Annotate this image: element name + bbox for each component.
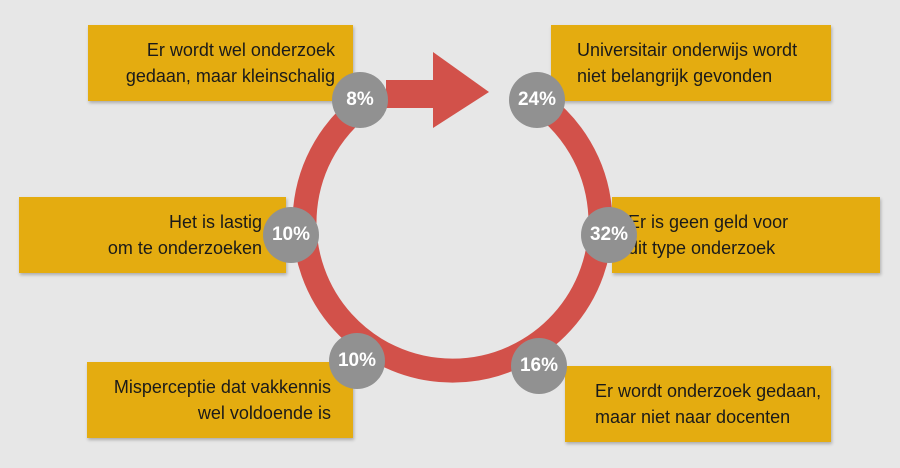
reason-box-small-scale: Er wordt wel onderzoek gedaan, maar klei… xyxy=(88,25,353,101)
percent-badge: 10% xyxy=(263,207,319,263)
ring-arc xyxy=(292,94,613,383)
percent-badge: 8% xyxy=(332,72,388,128)
ring-arrowhead xyxy=(386,52,489,128)
reason-box-difficult: Het is lastig om te onderzoeken xyxy=(19,197,286,273)
percent-badge: 16% xyxy=(511,338,567,394)
reason-text-line: Er wordt wel onderzoek xyxy=(146,40,335,60)
reason-text-line: om te onderzoeken xyxy=(107,238,262,258)
reason-text-line: Er wordt onderzoek gedaan, xyxy=(595,381,822,401)
reason-text-line: Het is lastig xyxy=(168,212,262,232)
percent-badge: 24% xyxy=(509,72,565,128)
percent-badge: 32% xyxy=(581,207,637,263)
reason-text-line: gedaan, maar kleinschalig xyxy=(125,66,335,86)
reason-text-line: maar niet naar docenten xyxy=(595,407,791,427)
reason-box-not-teachers: Er wordt onderzoek gedaan, maar niet naa… xyxy=(565,366,831,442)
percent-badge: 10% xyxy=(329,333,385,389)
reason-box-not-important: Universitair onderwijs wordt niet belang… xyxy=(551,25,831,101)
reason-text-line: dit type onderzoek xyxy=(628,238,776,258)
reason-box-no-money: Er is geen geld voor dit type onderzoek xyxy=(612,197,880,273)
reason-text-line: Universitair onderwijs wordt xyxy=(577,40,798,60)
reason-text-line: wel voldoende is xyxy=(197,403,331,423)
reason-text-line: niet belangrijk gevonden xyxy=(577,66,773,86)
reason-text-line: Er is geen geld voor xyxy=(628,212,789,232)
reason-box-misperception: Misperceptie dat vakkennis wel voldoende… xyxy=(87,362,353,438)
reason-text-line: Misperceptie dat vakkennis xyxy=(113,377,331,397)
